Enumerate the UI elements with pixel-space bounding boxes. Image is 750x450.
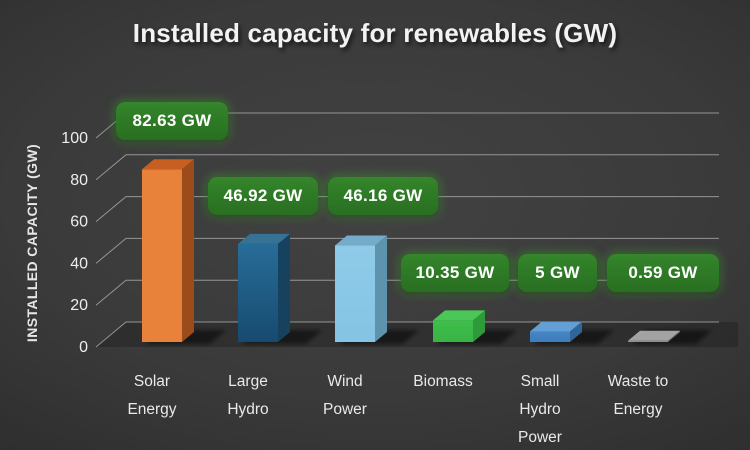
bar-top-face xyxy=(628,330,680,341)
data-label-biomass: 10.35 GW xyxy=(401,254,509,292)
bar-wind-power xyxy=(335,235,387,342)
bar-biomass xyxy=(433,310,485,342)
y-tick-80: 80 xyxy=(70,172,88,189)
x-label-small-hydro-power: Small Hydro Power xyxy=(518,373,562,446)
gridline-60 xyxy=(95,196,719,222)
y-tick-60: 60 xyxy=(70,214,88,231)
gridline-80 xyxy=(95,154,719,181)
data-label-small-hydro-power: 5 GW xyxy=(518,254,597,292)
y-axis-title: INSTALLED CAPACITY (GW) xyxy=(24,144,40,342)
bar-large-hydro xyxy=(238,233,290,342)
bar-front-face xyxy=(628,340,668,342)
bar-front-face xyxy=(238,243,278,342)
x-label-wind-power: Wind Power xyxy=(323,373,367,418)
y-tick-20: 20 xyxy=(70,297,88,314)
x-label-biomass: Biomass xyxy=(413,373,473,390)
bar-waste-to-energy xyxy=(628,330,680,342)
data-label-waste-to-energy: 0.59 GW xyxy=(607,254,719,292)
bar-top-face xyxy=(238,233,290,244)
bar-side-face xyxy=(182,159,194,342)
bar-front-face xyxy=(530,331,570,342)
y-tick-40: 40 xyxy=(70,255,88,272)
bar-side-face xyxy=(473,310,485,342)
bar-front-face xyxy=(433,320,473,342)
bar-side-face xyxy=(375,235,387,342)
bar-top-face xyxy=(335,235,387,246)
bar-top-face xyxy=(142,159,194,170)
gridline-0 xyxy=(95,321,719,348)
bar-top-face xyxy=(433,310,485,321)
y-tick-100: 100 xyxy=(61,130,88,147)
data-label-solar-energy: 82.63 GW xyxy=(116,102,228,140)
bar-front-face xyxy=(335,245,375,342)
chart-title: Installed capacity for renewables (GW) xyxy=(132,18,618,48)
data-label-wind-power: 46.16 GW xyxy=(328,177,438,215)
bar-small-hydro-power xyxy=(530,321,582,342)
gridline-40 xyxy=(95,237,719,264)
x-label-large-hydro: Large Hydro xyxy=(227,373,268,418)
y-tick-0: 0 xyxy=(79,339,88,356)
x-label-solar-energy: Solar Energy xyxy=(127,373,176,418)
bar-front-face xyxy=(142,169,182,342)
bar-side-face xyxy=(278,233,290,342)
bar-top-face xyxy=(530,321,582,332)
x-label-waste-to-energy: Waste to Energy xyxy=(608,373,669,418)
data-label-large-hydro: 46.92 GW xyxy=(208,177,318,215)
bar-side-face xyxy=(668,330,680,342)
bar-side-face xyxy=(570,321,582,342)
bar-solar-energy xyxy=(142,159,194,342)
